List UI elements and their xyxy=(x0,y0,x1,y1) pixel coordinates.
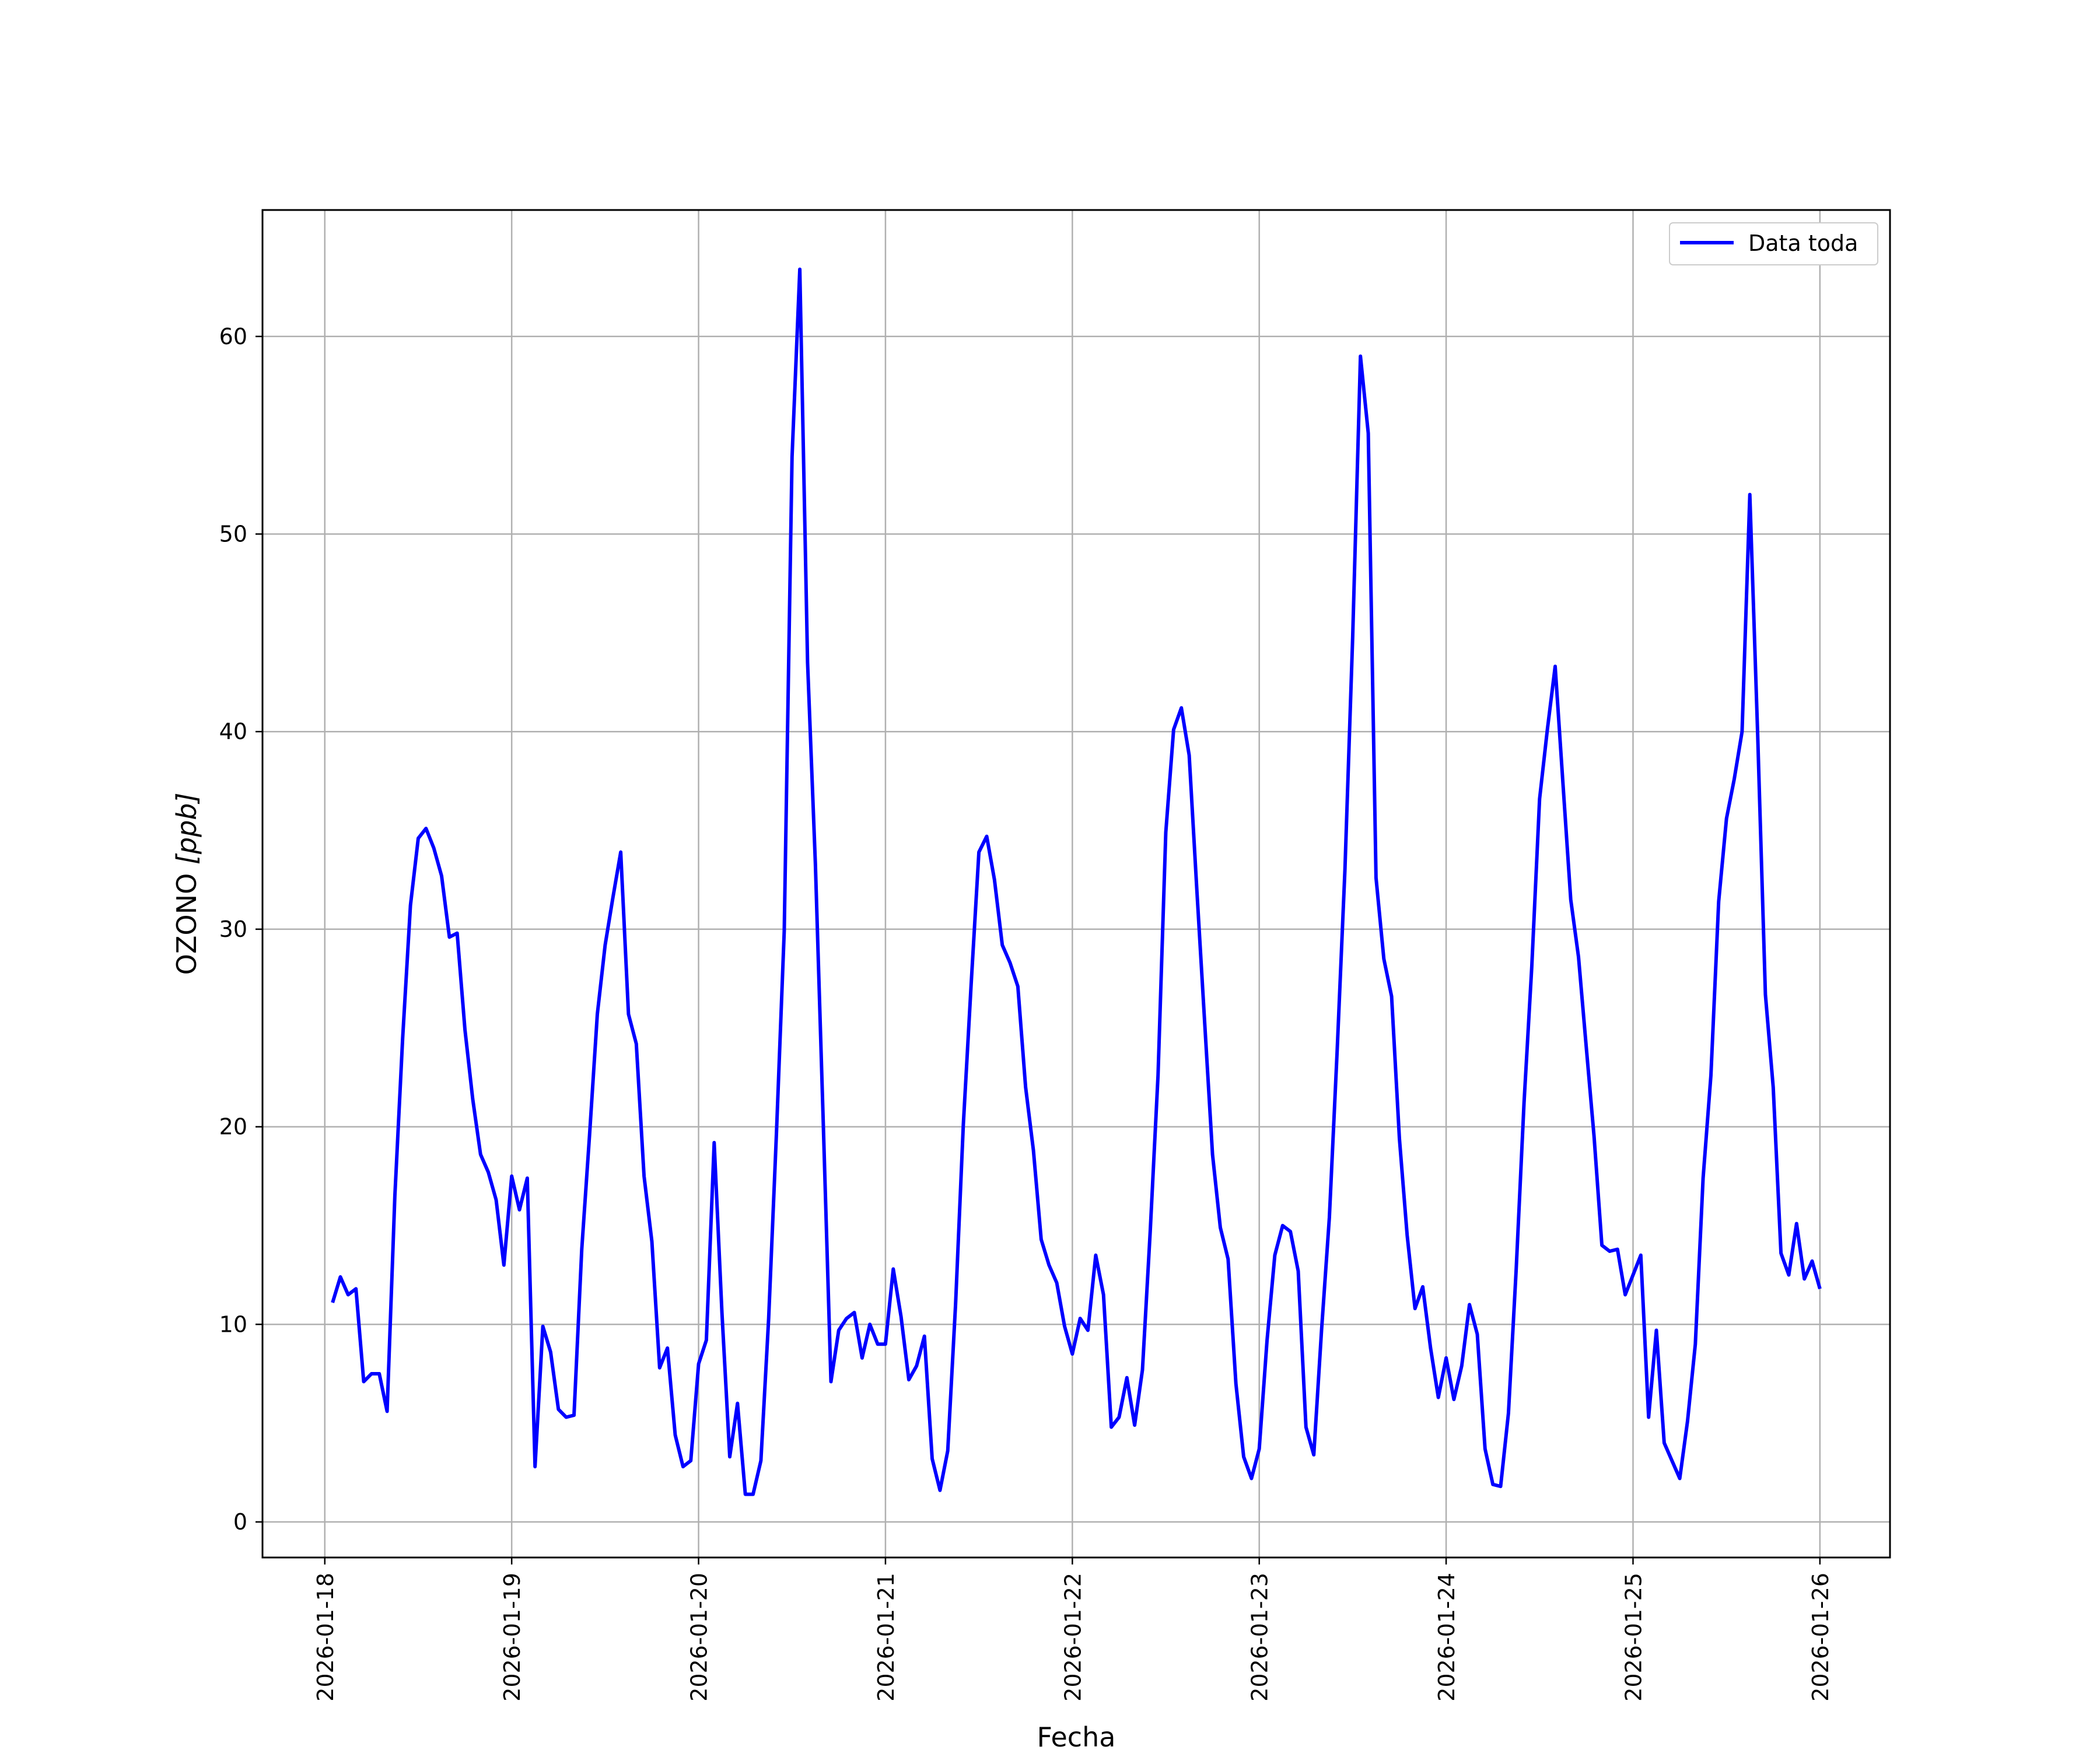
x-tick-label: 2026-01-22 xyxy=(1060,1573,1086,1702)
axis-ticks: 0 10 20 30 40 50 60 2026-01-18 2026-01-19 2026-01… xyxy=(219,324,1833,1702)
series-layer xyxy=(331,267,1822,1496)
x-tick-label: 2026-01-19 xyxy=(499,1573,525,1702)
legend-series-label: Data toda xyxy=(1748,230,1858,256)
y-tick-label: 40 xyxy=(219,719,247,744)
plot-area-frame xyxy=(261,209,1891,1559)
y-tick-label: 0 xyxy=(233,1509,247,1535)
y-axis-title: OZONO [ppb] xyxy=(171,793,202,975)
legend: Data toda xyxy=(1669,222,1878,265)
x-tick-label: 2026-01-18 xyxy=(313,1573,338,1702)
x-tick-label: 2026-01-25 xyxy=(1620,1573,1646,1702)
y-tick-label: 20 xyxy=(219,1114,247,1140)
x-tick-label: 2026-01-21 xyxy=(873,1573,899,1702)
y-axis-title-unit: [ppb] xyxy=(171,793,202,865)
y-axis-title-prefix: OZONO xyxy=(171,864,202,975)
x-tick-label: 2026-01-26 xyxy=(1808,1573,1833,1702)
x-tick-label: 2026-01-23 xyxy=(1247,1573,1273,1702)
x-tick-label: 2026-01-20 xyxy=(687,1573,712,1702)
legend-box xyxy=(1669,222,1878,265)
x-tick-label: 2026-01-24 xyxy=(1434,1573,1460,1702)
y-tick-label: 60 xyxy=(219,324,247,349)
y-tick-label: 30 xyxy=(219,916,247,942)
x-axis-title: Fecha xyxy=(1037,1721,1116,1750)
series-line xyxy=(331,267,1822,1496)
y-tick-label: 50 xyxy=(219,521,247,547)
y-tick-label: 10 xyxy=(219,1311,247,1337)
